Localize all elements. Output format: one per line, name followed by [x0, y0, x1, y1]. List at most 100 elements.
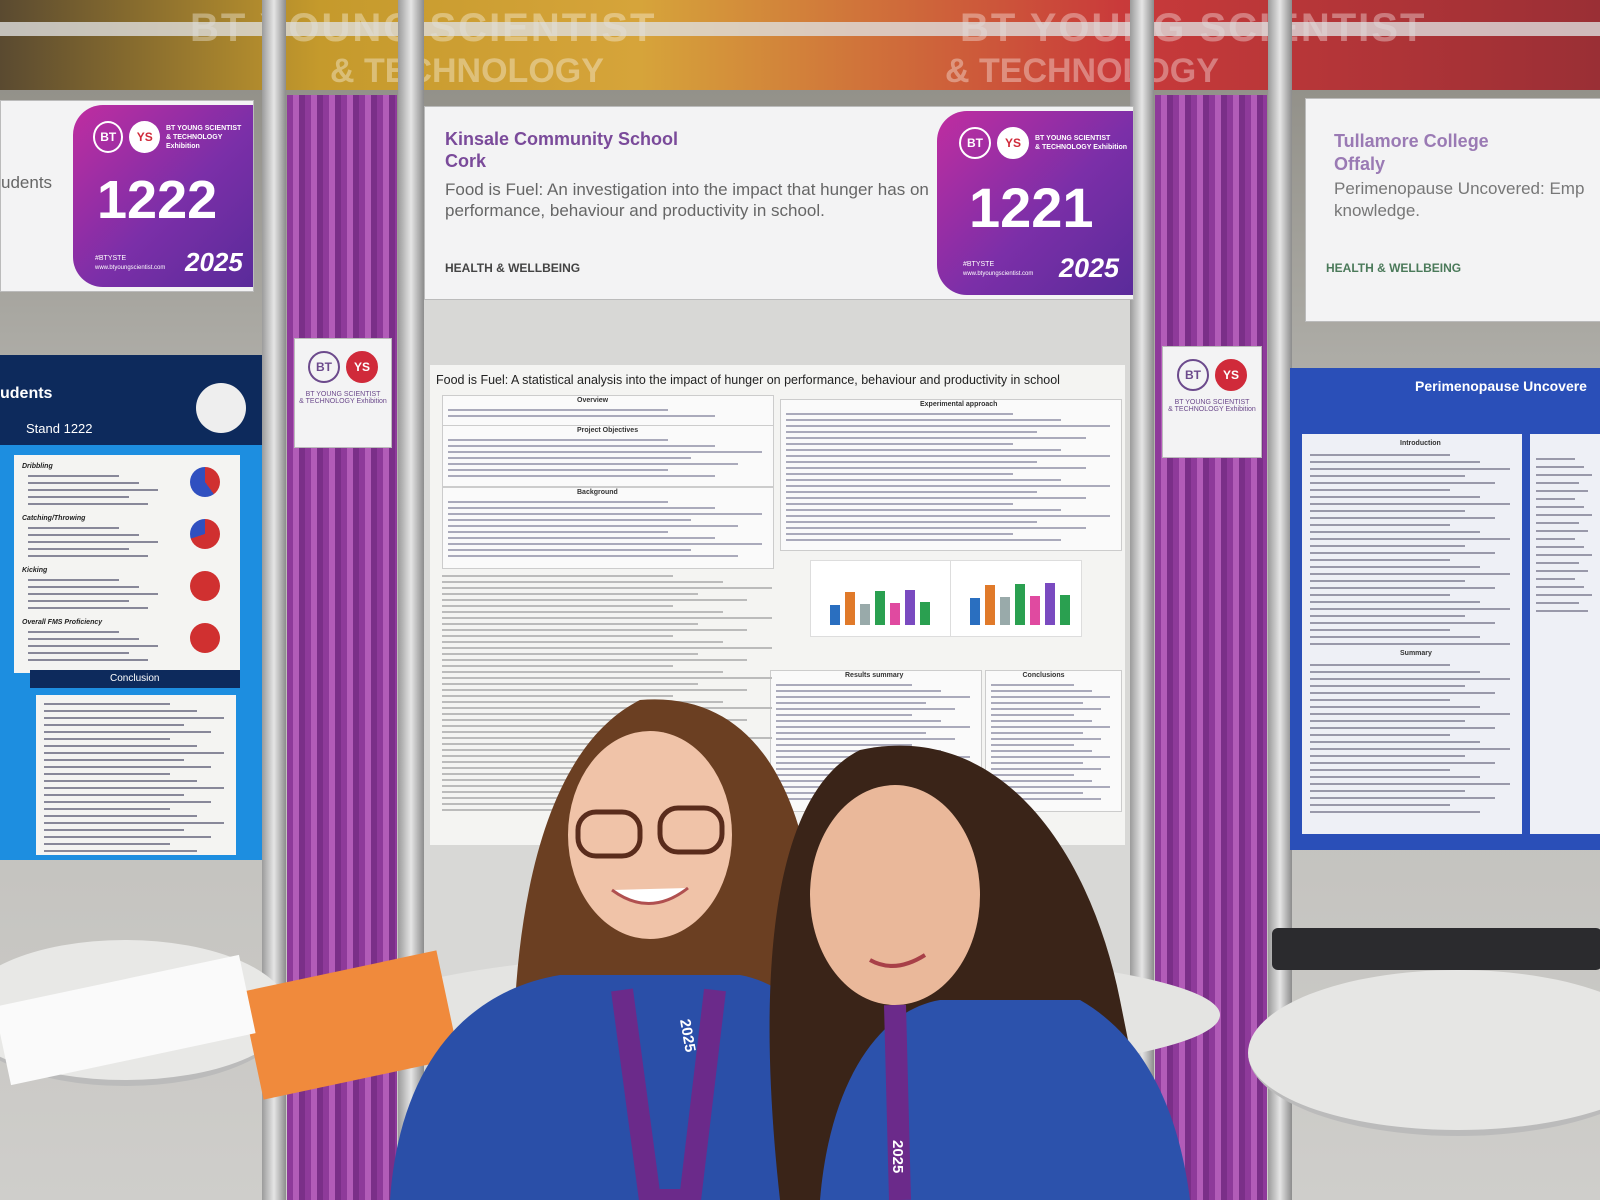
text-line: [28, 482, 139, 484]
text-line: [44, 773, 170, 775]
text-line: [442, 689, 748, 691]
text-line: [1310, 489, 1450, 491]
sign-logo: BT YS BT YOUNG SCIENTIST & TECHNOLOGY Exh…: [93, 121, 253, 153]
section-heading: Conclusion: [110, 673, 160, 684]
logo-ys: YS: [346, 351, 378, 383]
school-name: Kinsale Community School: [445, 129, 679, 149]
text-line: [1310, 671, 1480, 673]
text-line: [1310, 601, 1480, 603]
center-poster: Food is Fuel: A statistical analysis int…: [430, 365, 1125, 845]
logo-marks: BT YS: [295, 351, 391, 383]
text-line: [991, 798, 1102, 800]
category: HEALTH & WELLBEING: [1326, 261, 1462, 275]
text-line: [786, 413, 1013, 415]
text-line: [1536, 530, 1588, 532]
text-line: [1536, 578, 1576, 580]
text-line: [1310, 762, 1495, 764]
project-title: knowledge.: [1334, 201, 1421, 220]
chart-bar: [970, 598, 980, 625]
text-line: [991, 762, 1084, 764]
text-line: [442, 641, 723, 643]
text-line: [786, 479, 1062, 481]
face: [810, 785, 980, 1005]
text-line: [44, 829, 184, 831]
poster-section: [780, 399, 1122, 551]
chart-bar: [1045, 583, 1055, 625]
section-heading: Overview: [577, 397, 609, 404]
stand-label: Stand 1222: [26, 421, 93, 436]
text-line: [44, 822, 224, 824]
text-line: [1536, 570, 1588, 572]
sign-brand-panel: BT YS BT YOUNG SCIENTIST & TECHNOLOGY Exh…: [937, 111, 1133, 295]
pie-icon: [190, 571, 220, 601]
text-line: [442, 593, 698, 595]
text-line: [28, 496, 129, 498]
text-line: [786, 461, 1038, 463]
right-poster: Perimenopause Uncovere Introduction Summa…: [1290, 368, 1600, 850]
text-line: [1310, 503, 1510, 505]
section-heading: Catching/Throwing: [22, 515, 86, 522]
year: 2025: [185, 247, 243, 277]
logo-brand: BT YOUNG SCIENTIST & TECHNOLOGY Exhibitio…: [166, 124, 253, 151]
section-heading: Introduction: [1400, 440, 1441, 447]
text-line: [786, 455, 1110, 457]
text-line: [44, 850, 197, 852]
section-heading: Overall FMS Proficiency: [22, 619, 103, 626]
text-line: [28, 593, 158, 595]
text-line: [786, 443, 1013, 445]
text-line: [448, 513, 762, 515]
section-heading: Conclusions: [1022, 672, 1065, 679]
text-line: [442, 707, 772, 709]
text-line: [1310, 587, 1495, 589]
text-line: [28, 638, 139, 640]
text-line: [44, 808, 170, 810]
text-line: [1310, 776, 1480, 778]
text-line: [776, 702, 927, 704]
conclusion-panel: [36, 695, 236, 855]
text-line: [442, 629, 748, 631]
sign-brand-panel: BT YS BT YOUNG SCIENTIST & TECHNOLOGY Exh…: [73, 105, 253, 287]
text-line: [448, 463, 739, 465]
chart-bar: [860, 604, 870, 625]
text-line: [442, 653, 698, 655]
text-line: [44, 724, 184, 726]
hashtag: #BTYSTE: [95, 255, 127, 262]
text-line: [28, 607, 149, 609]
school-name: udents: [1, 173, 53, 192]
text-line: [44, 717, 224, 719]
text-line: [448, 469, 668, 471]
section-heading: Experimental approach: [920, 401, 998, 408]
text-line: [991, 702, 1084, 704]
text-line: [44, 738, 170, 740]
text-line: [1310, 811, 1480, 813]
text-line: [28, 489, 158, 491]
text-line: [442, 785, 673, 787]
text-line: [1536, 506, 1584, 508]
banner-text: & TECHNOLOGY: [330, 52, 604, 90]
text-line: [786, 431, 1038, 433]
text-line: [1310, 643, 1510, 645]
text-line: [1536, 594, 1592, 596]
chart-bar: [845, 592, 855, 625]
text-line: [44, 759, 184, 761]
text-line: [1310, 685, 1465, 687]
text-line: [786, 467, 1086, 469]
text-line: [1536, 602, 1580, 604]
text-line: [44, 710, 197, 712]
text-line: [1310, 531, 1480, 533]
text-line: [448, 525, 739, 527]
text-line: [1310, 769, 1450, 771]
lanyard-text: 2025: [889, 1140, 906, 1173]
text-line: [442, 677, 772, 679]
text-line: [1310, 594, 1450, 596]
text-line: [991, 738, 1102, 740]
school-crest: [196, 383, 246, 433]
text-line: [776, 708, 956, 710]
text-line: [442, 617, 772, 619]
text-line: [1310, 706, 1480, 708]
text-line: [1536, 474, 1592, 476]
chart-bar: [905, 590, 915, 625]
text-line: [442, 581, 723, 583]
